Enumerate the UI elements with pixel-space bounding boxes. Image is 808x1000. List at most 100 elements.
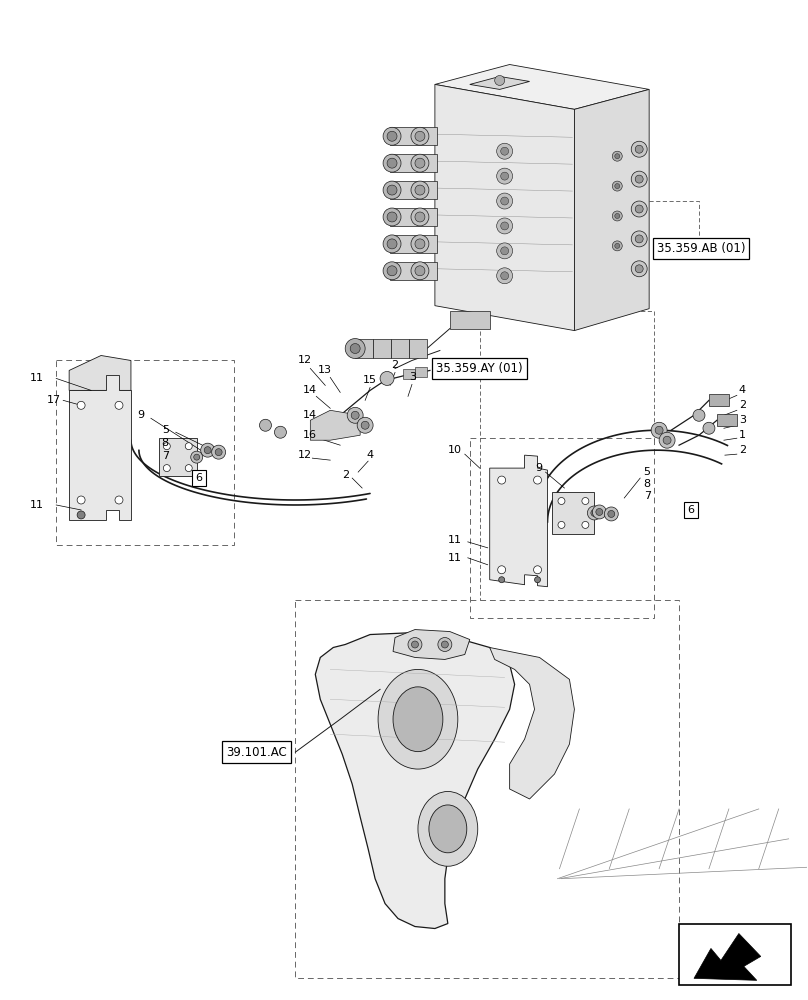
- Text: 11: 11: [30, 500, 44, 510]
- Circle shape: [204, 447, 211, 454]
- Circle shape: [383, 262, 401, 280]
- Circle shape: [185, 443, 192, 450]
- Circle shape: [631, 171, 647, 187]
- Polygon shape: [574, 89, 649, 331]
- Circle shape: [387, 131, 397, 141]
- Ellipse shape: [418, 791, 478, 866]
- Circle shape: [693, 409, 705, 421]
- Circle shape: [415, 131, 425, 141]
- Circle shape: [635, 265, 643, 273]
- Text: 4: 4: [739, 385, 746, 395]
- Circle shape: [497, 143, 512, 159]
- Circle shape: [185, 465, 192, 472]
- Circle shape: [215, 449, 222, 456]
- Circle shape: [441, 641, 448, 648]
- Polygon shape: [315, 633, 515, 929]
- Polygon shape: [69, 375, 131, 520]
- Text: 35.359.AB (01): 35.359.AB (01): [657, 242, 745, 255]
- Circle shape: [703, 422, 715, 434]
- Circle shape: [380, 371, 394, 385]
- FancyBboxPatch shape: [403, 369, 415, 379]
- Circle shape: [533, 566, 541, 574]
- Circle shape: [582, 521, 589, 528]
- Circle shape: [411, 235, 429, 253]
- FancyBboxPatch shape: [390, 181, 437, 199]
- Circle shape: [383, 208, 401, 226]
- Circle shape: [612, 181, 622, 191]
- Circle shape: [351, 411, 359, 419]
- Circle shape: [350, 344, 360, 354]
- Text: 7: 7: [162, 451, 169, 461]
- Circle shape: [558, 498, 565, 504]
- Ellipse shape: [378, 669, 458, 769]
- Text: 11: 11: [30, 373, 44, 383]
- Polygon shape: [69, 355, 131, 390]
- Circle shape: [383, 154, 401, 172]
- Circle shape: [259, 419, 271, 431]
- Text: 11: 11: [448, 535, 462, 545]
- Circle shape: [655, 426, 663, 434]
- Text: 35.359.AY (01): 35.359.AY (01): [436, 362, 523, 375]
- Circle shape: [499, 577, 505, 583]
- Circle shape: [635, 175, 643, 183]
- Circle shape: [411, 641, 419, 648]
- FancyBboxPatch shape: [356, 339, 373, 358]
- Circle shape: [635, 205, 643, 213]
- Circle shape: [612, 241, 622, 251]
- Circle shape: [615, 213, 620, 218]
- Text: 14: 14: [303, 410, 318, 420]
- FancyBboxPatch shape: [553, 492, 595, 534]
- Text: 15: 15: [363, 375, 377, 385]
- Text: 3: 3: [410, 372, 416, 382]
- Circle shape: [631, 231, 647, 247]
- Circle shape: [595, 508, 603, 515]
- Circle shape: [347, 407, 363, 423]
- Polygon shape: [694, 934, 761, 980]
- Text: 13: 13: [318, 365, 332, 375]
- Circle shape: [77, 511, 85, 519]
- Text: 3: 3: [739, 415, 746, 425]
- Circle shape: [651, 422, 667, 438]
- Text: 17: 17: [47, 395, 61, 405]
- Circle shape: [501, 272, 509, 280]
- Polygon shape: [490, 647, 574, 799]
- Circle shape: [615, 154, 620, 159]
- FancyBboxPatch shape: [709, 394, 729, 406]
- Circle shape: [587, 506, 601, 520]
- Circle shape: [383, 127, 401, 145]
- Circle shape: [501, 197, 509, 205]
- Circle shape: [497, 168, 512, 184]
- Circle shape: [631, 141, 647, 157]
- Text: 12: 12: [298, 355, 313, 365]
- Circle shape: [194, 454, 200, 460]
- Text: 2: 2: [342, 470, 349, 480]
- Circle shape: [357, 417, 373, 433]
- Circle shape: [387, 185, 397, 195]
- Text: 2: 2: [391, 360, 398, 370]
- Polygon shape: [435, 65, 649, 109]
- FancyBboxPatch shape: [390, 235, 437, 253]
- FancyBboxPatch shape: [415, 367, 427, 377]
- Circle shape: [497, 193, 512, 209]
- FancyBboxPatch shape: [390, 262, 437, 280]
- Text: 11: 11: [448, 553, 462, 563]
- FancyBboxPatch shape: [390, 127, 437, 145]
- Text: 16: 16: [303, 430, 318, 440]
- Circle shape: [612, 151, 622, 161]
- Text: 6: 6: [688, 505, 695, 515]
- Circle shape: [387, 212, 397, 222]
- Text: 39.101.AC: 39.101.AC: [226, 746, 287, 759]
- Circle shape: [275, 426, 286, 438]
- Circle shape: [212, 445, 225, 459]
- Circle shape: [77, 496, 85, 504]
- Circle shape: [498, 566, 506, 574]
- Circle shape: [415, 185, 425, 195]
- Circle shape: [501, 247, 509, 255]
- FancyBboxPatch shape: [717, 414, 737, 426]
- Circle shape: [415, 239, 425, 249]
- Circle shape: [615, 243, 620, 248]
- Text: 8: 8: [162, 438, 169, 448]
- FancyBboxPatch shape: [373, 339, 391, 358]
- Ellipse shape: [393, 687, 443, 752]
- Circle shape: [387, 266, 397, 276]
